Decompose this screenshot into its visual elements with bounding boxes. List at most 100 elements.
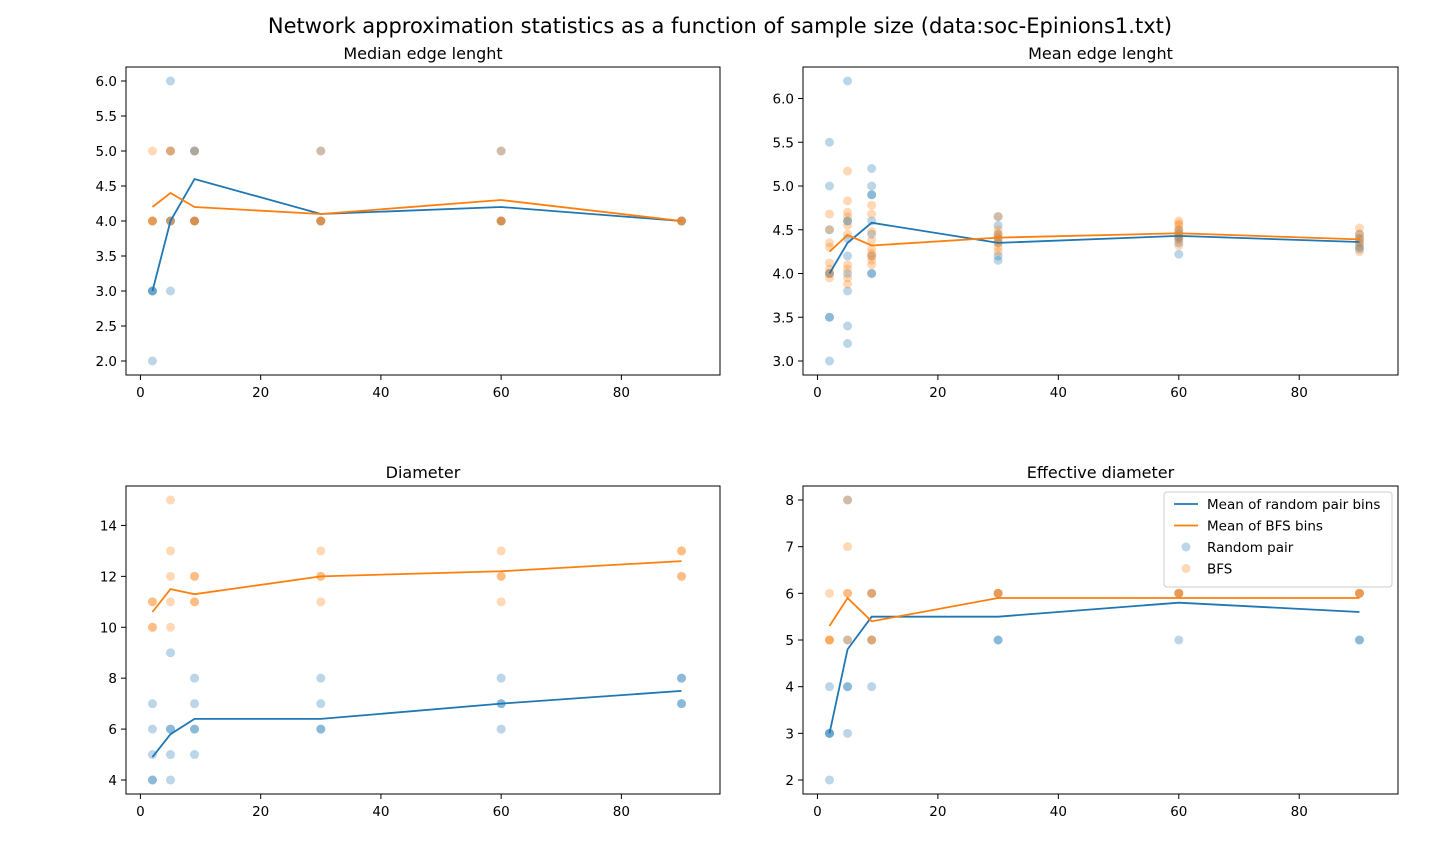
bfs-point xyxy=(825,209,834,219)
bfs-point xyxy=(825,635,834,645)
random-pair-point xyxy=(825,312,834,322)
figure-title: Network approximation statistics as a fu… xyxy=(268,14,1172,38)
bfs-point xyxy=(867,235,877,245)
bfs-point xyxy=(843,207,853,217)
random-pair-point xyxy=(843,635,853,645)
axes-frame xyxy=(802,66,1399,376)
bfs-point xyxy=(867,635,877,645)
x-tick-label: 0 xyxy=(136,385,145,401)
random-pair-point xyxy=(843,216,853,226)
bfs-point xyxy=(316,597,326,607)
random-pair-point xyxy=(496,216,506,226)
random-pair-point xyxy=(677,699,687,709)
random-pair-point xyxy=(190,673,200,683)
x-tick-label: 0 xyxy=(813,385,822,401)
random-pair-point xyxy=(993,635,1003,645)
random-pair-point xyxy=(825,356,834,366)
bfs-point xyxy=(867,227,877,236)
bfs-point xyxy=(165,146,175,156)
x-tick-label: 80 xyxy=(1291,385,1308,401)
legend-entry-label: BFS xyxy=(1207,562,1232,578)
x-tick-label: 20 xyxy=(929,804,946,820)
random-pair-point xyxy=(316,724,326,734)
random-pair-point xyxy=(147,775,157,785)
random-pair-point xyxy=(867,269,877,278)
bfs-point xyxy=(825,273,834,283)
random-pair-point xyxy=(993,220,1003,230)
bfs-point xyxy=(843,196,853,206)
bfs-point xyxy=(825,588,834,598)
bfs-mean-line xyxy=(151,191,682,222)
y-tick-label: 3.5 xyxy=(96,249,117,265)
legend-entry-label: Mean of random pair bins xyxy=(1207,497,1380,513)
random-pair-point xyxy=(677,673,687,683)
chart-panel-4: Effective diameter 0 20 40 60 80 2 3 4 5 6 7 8 xyxy=(785,463,1399,820)
axes-frame xyxy=(125,66,721,376)
legend-entry-label: Mean of BFS bins xyxy=(1207,519,1323,535)
y-tick-label: 10 xyxy=(100,620,117,636)
random-pair-point xyxy=(843,251,853,261)
random-pair-point xyxy=(993,635,1003,645)
x-tick-label: 60 xyxy=(1170,385,1187,401)
random-pair-point xyxy=(1354,244,1364,254)
random-pair-point xyxy=(843,216,853,226)
random-pair-point xyxy=(677,673,687,683)
bfs-point xyxy=(190,571,200,581)
y-tick-label: 6.0 xyxy=(773,92,794,108)
y-tick-label: 3 xyxy=(785,726,794,742)
bfs-point xyxy=(1174,235,1184,245)
plot-area xyxy=(147,495,687,785)
bfs-point xyxy=(1354,588,1364,598)
random-pair-point xyxy=(867,635,877,645)
chart-title: Median edge lenght xyxy=(343,44,502,63)
random-pair-point xyxy=(825,181,834,191)
x-tick-label: 40 xyxy=(1050,385,1067,401)
random-pair-point xyxy=(496,216,506,226)
bfs-point xyxy=(316,216,326,226)
y-tick-label: 5.0 xyxy=(96,144,117,160)
random-pair-point xyxy=(843,286,853,296)
bfs-point xyxy=(843,588,853,598)
bfs-point xyxy=(993,242,1003,252)
x-tick-label: 20 xyxy=(929,385,946,401)
bfs-point xyxy=(147,622,157,632)
legend-marker-swatch xyxy=(1181,564,1191,573)
random-pair-point xyxy=(316,699,326,709)
bfs-point xyxy=(1354,229,1364,239)
y-tick-label: 3.5 xyxy=(773,310,794,326)
random-pair-point xyxy=(1354,588,1364,598)
bfs-point xyxy=(677,571,687,581)
x-tick-label: 40 xyxy=(372,385,389,401)
bfs-point xyxy=(867,200,877,210)
bfs-point xyxy=(677,546,687,556)
y-tick-label: 4.0 xyxy=(773,267,794,283)
random-pair-point xyxy=(1354,635,1364,645)
bfs-point xyxy=(165,546,175,556)
bfs-point xyxy=(1354,223,1364,233)
y-tick-label: 4 xyxy=(108,773,117,789)
bfs-point xyxy=(867,588,877,598)
random-pair-point xyxy=(147,356,157,366)
y-tick-label: 7 xyxy=(785,540,794,556)
bfs-point xyxy=(496,146,506,156)
random-pair-point xyxy=(1174,249,1184,259)
bfs-point xyxy=(1174,588,1184,598)
random-pair-point xyxy=(165,724,175,734)
bfs-point xyxy=(867,244,877,254)
bfs-point xyxy=(1174,225,1184,235)
random-pair-point xyxy=(190,699,200,709)
bfs-point xyxy=(993,588,1003,598)
legend-box xyxy=(1163,491,1393,588)
bfs-point xyxy=(147,146,157,156)
bfs-point xyxy=(843,264,853,274)
bfs-point xyxy=(147,216,157,226)
random-pair-point xyxy=(165,146,175,156)
y-tick-label: 4.5 xyxy=(96,179,117,195)
bfs-point xyxy=(993,212,1003,222)
random-pair-point xyxy=(843,682,853,692)
bfs-point xyxy=(165,622,175,632)
random-pair-mean-line xyxy=(151,177,682,292)
bfs-point xyxy=(867,251,877,261)
x-tick-label: 80 xyxy=(1291,804,1308,820)
